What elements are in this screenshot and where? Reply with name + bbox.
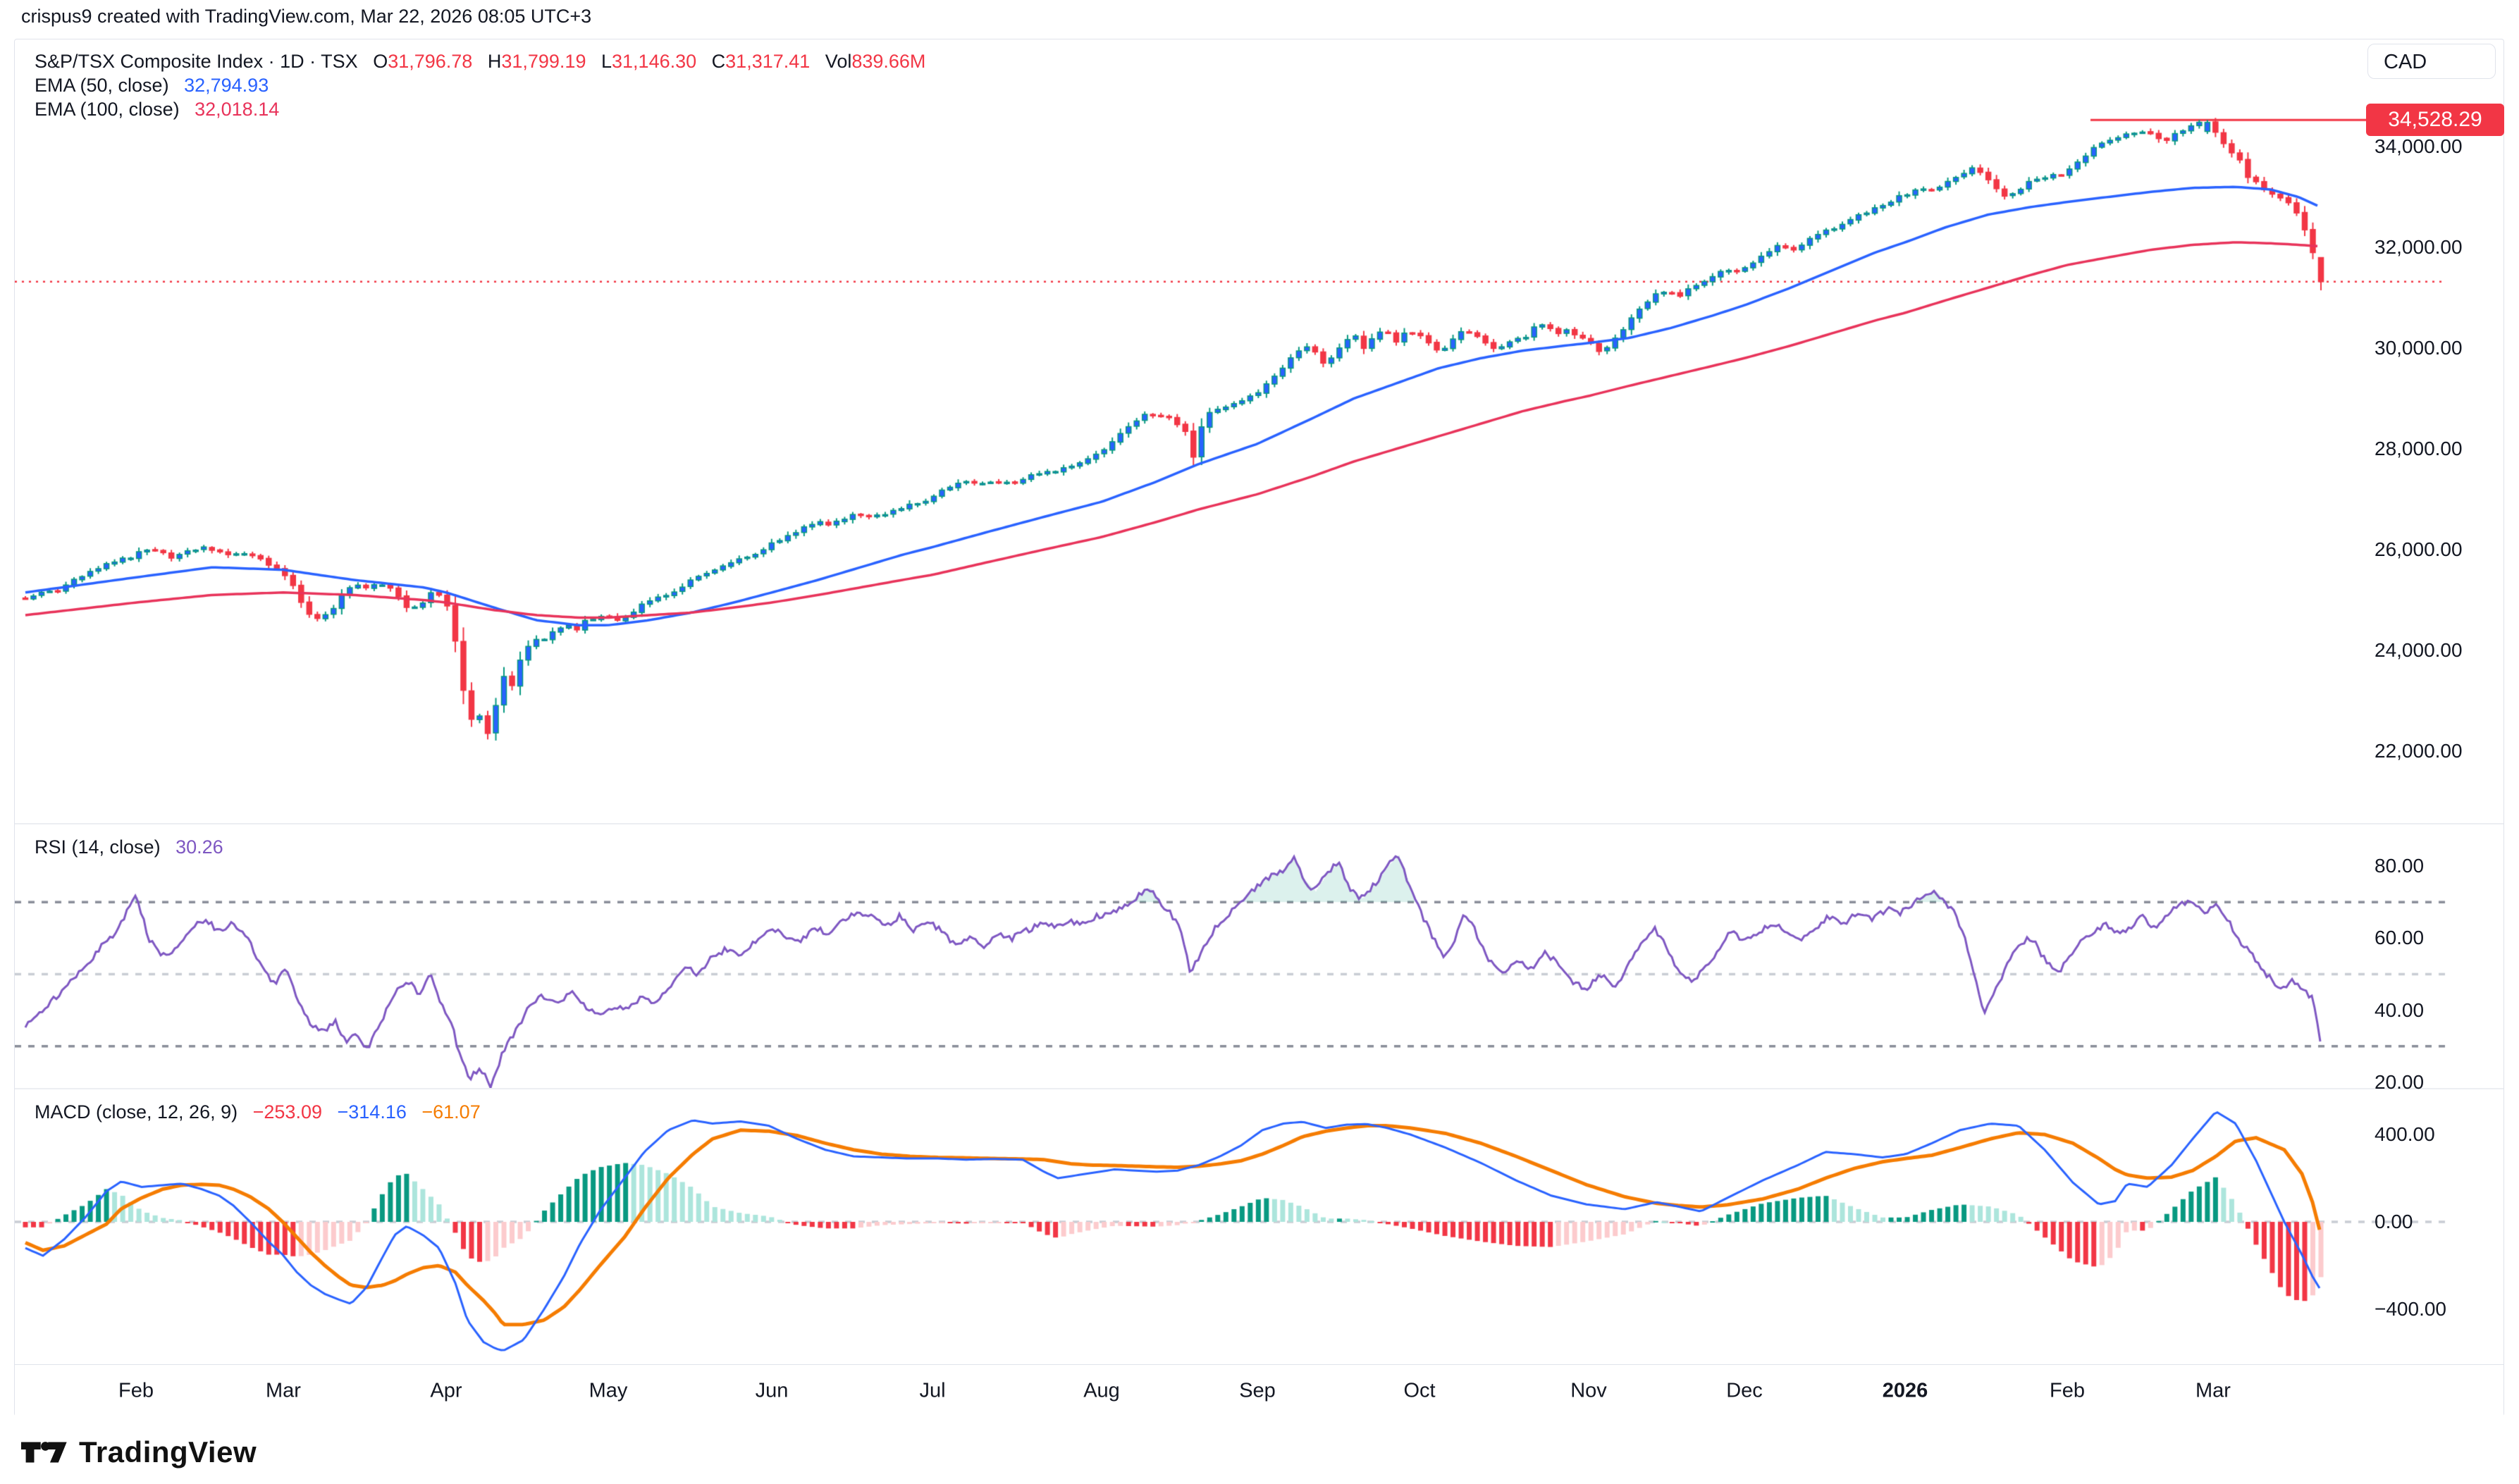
macd-signal-value: −61.07: [421, 1101, 481, 1123]
month-label: Nov: [1570, 1379, 1607, 1402]
ema50-legend[interactable]: EMA (50, close) 32,794.93: [35, 75, 269, 97]
rsi-tick: 80.00: [2375, 855, 2425, 877]
macd-label: MACD (close, 12, 26, 9): [35, 1101, 238, 1123]
rsi-tick: 20.00: [2375, 1071, 2425, 1093]
month-label: May: [589, 1379, 628, 1402]
tradingview-logo-icon: [21, 1442, 67, 1463]
macd-hist-value: −253.09: [252, 1101, 322, 1123]
rsi-value: 30.26: [175, 836, 223, 858]
rsi-label: RSI (14, close): [35, 836, 161, 858]
month-label: Jul: [919, 1379, 946, 1402]
chart-card: S&P/TSX Composite Index · 1D · TSX O31,7…: [14, 39, 2504, 1416]
month-label: Oct: [1403, 1379, 1436, 1402]
macd-tick: 0.00: [2375, 1211, 2413, 1232]
pane-divider[interactable]: [15, 1088, 2503, 1089]
volume-value: 839.66M: [851, 51, 926, 72]
rsi-legend[interactable]: RSI (14, close) 30.26: [35, 836, 223, 858]
price-tick: 28,000.00: [2375, 438, 2463, 459]
price-tick: 26,000.00: [2375, 538, 2463, 560]
ohlc-low-value: 31,146.30: [612, 51, 697, 72]
ema100-label: EMA (100, close): [35, 99, 180, 120]
price-tick: 32,000.00: [2375, 236, 2463, 258]
ema100-value: 32,018.14: [195, 99, 280, 120]
macd-pane[interactable]: MACD (close, 12, 26, 9) −253.09 −314.16 …: [15, 1092, 2446, 1364]
month-label: Mar: [2195, 1379, 2231, 1402]
volume-label: Vol: [825, 51, 852, 72]
ohlc-open-label: O: [373, 51, 388, 72]
ohlc-low-label: L: [601, 51, 612, 72]
month-label: Jun: [755, 1379, 789, 1402]
ema50-label: EMA (50, close): [35, 75, 169, 96]
month-label: Mar: [266, 1379, 301, 1402]
footer: TradingView: [21, 1428, 257, 1477]
ema50-value: 32,794.93: [184, 75, 269, 96]
rsi-pane[interactable]: RSI (14, close) 30.26: [15, 827, 2446, 1088]
ema100-legend[interactable]: EMA (100, close) 32,018.14: [35, 99, 279, 120]
month-label: Apr: [430, 1379, 462, 1402]
macd-chart-canvas[interactable]: [15, 1092, 2446, 1364]
currency-selector-button[interactable]: CAD: [2367, 44, 2496, 79]
ohlc-open-value: 31,796.78: [388, 51, 473, 72]
rsi-tick: 60.00: [2375, 927, 2425, 948]
time-axis[interactable]: Feb Mar Apr May Jun Jul Aug Sep Oct Nov Dec 2026 Feb…: [15, 1364, 2503, 1416]
month-label: Sep: [1239, 1379, 1276, 1402]
month-label: Feb: [2050, 1379, 2085, 1402]
price-tick: 24,000.00: [2375, 639, 2463, 661]
price-tick: 34,000.00: [2375, 135, 2463, 157]
month-label: 2026: [1882, 1379, 1928, 1402]
high-price-badge: 34,528.29: [2366, 104, 2504, 136]
ohlc-high-value: 31,799.19: [501, 51, 586, 72]
pane-divider[interactable]: [15, 823, 2503, 824]
month-label: Dec: [1726, 1379, 1763, 1402]
rsi-chart-canvas[interactable]: [15, 827, 2446, 1088]
rsi-tick: 40.00: [2375, 999, 2425, 1021]
ohlc-close-value: 31,317.41: [725, 51, 811, 72]
ohlc-high-label: H: [487, 51, 502, 72]
symbol-title: S&P/TSX Composite Index · 1D · TSX: [35, 51, 358, 72]
macd-line-value: −314.16: [337, 1101, 407, 1123]
macd-tick: −400.00: [2375, 1298, 2446, 1320]
price-tick: 30,000.00: [2375, 337, 2463, 359]
attribution-note: crispus9 created with TradingView.com, M…: [21, 6, 592, 27]
month-label: Feb: [118, 1379, 154, 1402]
tradingview-logo-text: TradingView: [79, 1435, 257, 1468]
macd-tick: 400.00: [2375, 1123, 2435, 1145]
price-tick: 22,000.00: [2375, 740, 2463, 762]
price-pane[interactable]: S&P/TSX Composite Index · 1D · TSX O31,7…: [15, 39, 2446, 823]
month-label: Aug: [1083, 1379, 1120, 1402]
ohlc-close-label: C: [711, 51, 726, 72]
price-chart-canvas[interactable]: [15, 39, 2446, 823]
symbol-legend[interactable]: S&P/TSX Composite Index · 1D · TSX O31,7…: [35, 51, 925, 73]
macd-legend[interactable]: MACD (close, 12, 26, 9) −253.09 −314.16 …: [35, 1101, 481, 1123]
